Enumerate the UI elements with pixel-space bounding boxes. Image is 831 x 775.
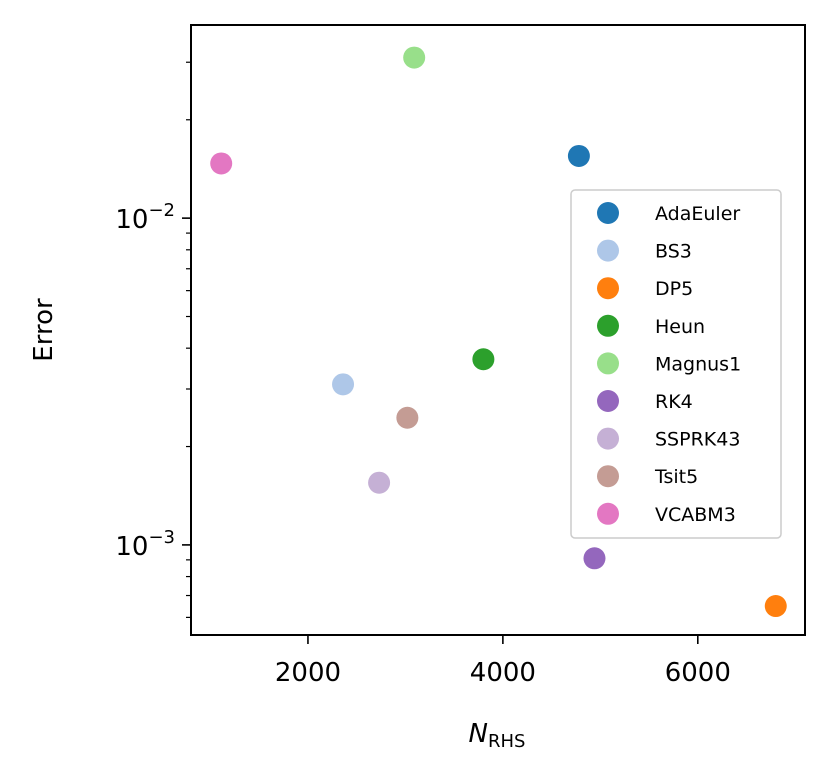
legend-label-rk4: RK4 <box>655 391 693 413</box>
legend-label-heun: Heun <box>655 316 705 338</box>
legend-label-vcabm3: VCABM3 <box>655 504 736 526</box>
plot-frame <box>190 24 806 636</box>
data-points <box>210 46 787 618</box>
point-ssprk43 <box>368 471 391 494</box>
legend-marker-vcabm3 <box>597 502 619 525</box>
y-tick-label: 10−2 <box>115 200 175 235</box>
legend-label-adaeuler: AdaEuler <box>655 203 740 225</box>
legend-label-tsit5: Tsit5 <box>654 466 698 488</box>
legend-marker-ssprk43 <box>597 427 619 450</box>
legend-marker-dp5 <box>597 277 619 300</box>
point-tsit5 <box>396 406 419 429</box>
legend-marker-tsit5 <box>597 465 619 488</box>
y-axis-ticks: 10−3 10−2 <box>115 61 191 618</box>
point-bs3 <box>332 373 355 396</box>
x-axis-label-subscript: RHS <box>488 731 525 752</box>
legend: AdaEuler BS3 DP5 Heun Magnus1 RK4 SSPRK43 Tsit5… <box>570 189 782 539</box>
x-tick-label: 4000 <box>470 658 536 688</box>
x-tick-label: 2000 <box>275 658 341 688</box>
point-rk4 <box>583 547 606 570</box>
legend-label-bs3: BS3 <box>655 241 692 263</box>
legend-marker-adaeuler <box>597 202 619 224</box>
point-dp5 <box>764 595 787 618</box>
legend-marker-rk4 <box>597 390 619 412</box>
x-axis-label-main: N <box>469 719 488 749</box>
point-heun <box>472 348 495 371</box>
point-adaeuler <box>567 144 590 167</box>
legend-marker-heun <box>597 314 619 337</box>
y-tick-label: 10−3 <box>115 527 175 562</box>
x-axis-ticks: 2000 4000 6000 <box>275 635 731 688</box>
legend-label-dp5: DP5 <box>655 278 693 300</box>
point-vcabm3 <box>210 152 233 175</box>
x-tick-label: 6000 <box>665 658 731 688</box>
x-axis-label: NRHS <box>469 719 526 752</box>
legend-marker-magnus1 <box>597 352 619 375</box>
legend-box <box>570 189 782 539</box>
legend-label-ssprk43: SSPRK43 <box>655 429 740 451</box>
y-axis-label: Error <box>29 298 59 362</box>
legend-label-magnus1: Magnus1 <box>655 353 741 375</box>
legend-marker-bs3 <box>597 239 619 262</box>
legend-items: AdaEuler BS3 DP5 Heun Magnus1 RK4 SSPRK43 Tsit5… <box>597 202 741 526</box>
point-magnus1 <box>403 46 426 69</box>
